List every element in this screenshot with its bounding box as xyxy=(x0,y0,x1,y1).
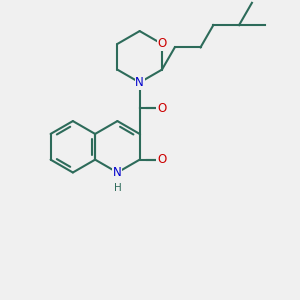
Text: N: N xyxy=(135,76,144,89)
Text: O: O xyxy=(157,102,166,115)
Text: O: O xyxy=(157,153,166,166)
Text: O: O xyxy=(157,38,167,50)
Text: H: H xyxy=(113,183,121,193)
Text: N: N xyxy=(113,166,122,179)
